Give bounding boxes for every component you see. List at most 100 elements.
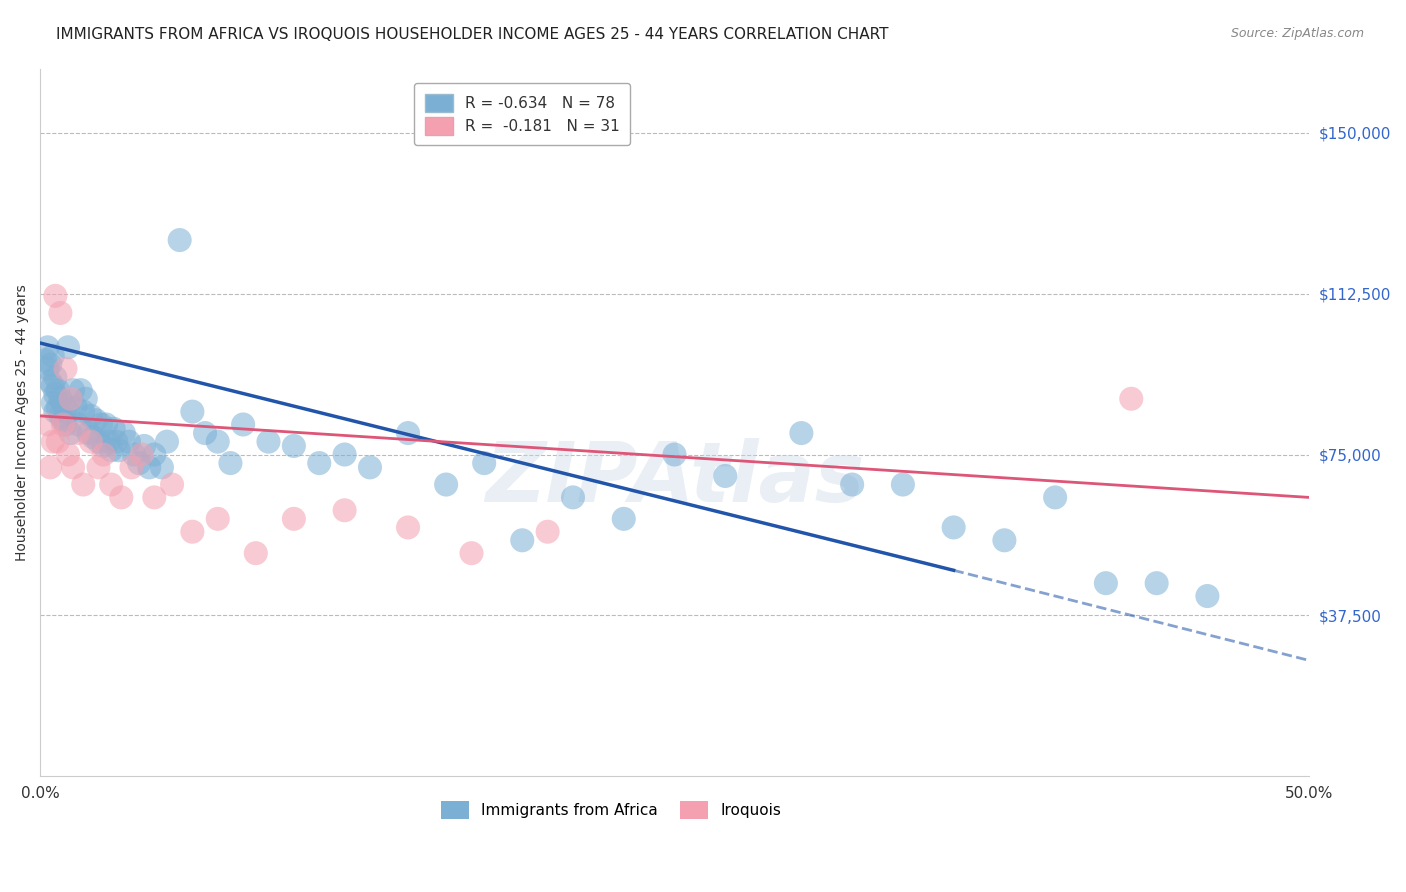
Point bbox=[613, 512, 636, 526]
Point bbox=[169, 233, 191, 247]
Point bbox=[460, 546, 482, 560]
Point bbox=[87, 434, 110, 449]
Point bbox=[841, 477, 863, 491]
Point bbox=[55, 361, 77, 376]
Point bbox=[46, 383, 69, 397]
Text: Source: ZipAtlas.com: Source: ZipAtlas.com bbox=[1230, 27, 1364, 40]
Point bbox=[59, 426, 82, 441]
Point bbox=[49, 306, 72, 320]
Point bbox=[122, 448, 145, 462]
Point bbox=[245, 546, 267, 560]
Point bbox=[72, 477, 94, 491]
Point bbox=[790, 426, 813, 441]
Point bbox=[333, 503, 356, 517]
Point bbox=[472, 456, 495, 470]
Point bbox=[1146, 576, 1168, 591]
Point bbox=[52, 417, 75, 432]
Point bbox=[55, 401, 77, 415]
Point bbox=[39, 358, 62, 372]
Point bbox=[37, 417, 59, 432]
Point bbox=[510, 533, 533, 548]
Y-axis label: Householder Income Ages 25 - 44 years: Householder Income Ages 25 - 44 years bbox=[15, 284, 30, 561]
Point bbox=[118, 434, 141, 449]
Point bbox=[100, 477, 122, 491]
Point bbox=[39, 460, 62, 475]
Point bbox=[80, 409, 103, 423]
Point bbox=[143, 448, 166, 462]
Point bbox=[93, 439, 115, 453]
Point bbox=[396, 426, 419, 441]
Point bbox=[1095, 576, 1118, 591]
Point bbox=[138, 460, 160, 475]
Point bbox=[131, 448, 153, 462]
Point bbox=[1043, 491, 1066, 505]
Point bbox=[103, 422, 125, 436]
Point bbox=[100, 443, 122, 458]
Point bbox=[150, 460, 173, 475]
Point bbox=[72, 404, 94, 418]
Point bbox=[121, 460, 143, 475]
Point bbox=[44, 404, 66, 418]
Point bbox=[46, 434, 69, 449]
Point bbox=[1121, 392, 1143, 406]
Point bbox=[67, 426, 90, 441]
Point bbox=[56, 404, 79, 418]
Point bbox=[207, 512, 229, 526]
Point bbox=[46, 401, 69, 415]
Point bbox=[110, 491, 132, 505]
Point bbox=[207, 434, 229, 449]
Point bbox=[112, 426, 135, 441]
Point bbox=[84, 413, 107, 427]
Point bbox=[257, 434, 280, 449]
Point bbox=[219, 456, 242, 470]
Point bbox=[77, 426, 100, 441]
Point bbox=[52, 396, 75, 410]
Point bbox=[56, 340, 79, 354]
Point bbox=[664, 448, 686, 462]
Point bbox=[62, 460, 84, 475]
Point bbox=[891, 477, 914, 491]
Point bbox=[39, 375, 62, 389]
Point bbox=[156, 434, 179, 449]
Point bbox=[67, 417, 90, 432]
Point bbox=[87, 460, 110, 475]
Legend: Immigrants from Africa, Iroquois: Immigrants from Africa, Iroquois bbox=[434, 796, 787, 825]
Point bbox=[97, 434, 120, 449]
Point bbox=[308, 456, 330, 470]
Point bbox=[714, 469, 737, 483]
Point bbox=[194, 426, 217, 441]
Point bbox=[82, 430, 104, 444]
Text: ZIPAtlas: ZIPAtlas bbox=[485, 439, 865, 519]
Point bbox=[134, 439, 156, 453]
Point bbox=[283, 512, 305, 526]
Point bbox=[56, 448, 79, 462]
Point bbox=[107, 443, 129, 458]
Point bbox=[128, 456, 150, 470]
Point bbox=[536, 524, 558, 539]
Point bbox=[65, 401, 87, 415]
Point bbox=[44, 387, 66, 401]
Point bbox=[80, 434, 103, 449]
Point bbox=[37, 361, 59, 376]
Point bbox=[105, 434, 128, 449]
Point bbox=[283, 439, 305, 453]
Point bbox=[37, 340, 59, 354]
Point bbox=[359, 460, 381, 475]
Point bbox=[34, 353, 56, 368]
Point bbox=[49, 409, 72, 423]
Point bbox=[42, 349, 65, 363]
Point bbox=[181, 524, 204, 539]
Point bbox=[49, 392, 72, 406]
Point bbox=[942, 520, 965, 534]
Point bbox=[52, 413, 75, 427]
Point bbox=[232, 417, 254, 432]
Point bbox=[42, 396, 65, 410]
Text: IMMIGRANTS FROM AFRICA VS IROQUOIS HOUSEHOLDER INCOME AGES 25 - 44 YEARS CORRELA: IMMIGRANTS FROM AFRICA VS IROQUOIS HOUSE… bbox=[56, 27, 889, 42]
Point bbox=[62, 383, 84, 397]
Point bbox=[434, 477, 457, 491]
Point bbox=[75, 392, 97, 406]
Point bbox=[993, 533, 1015, 548]
Point bbox=[1197, 589, 1219, 603]
Point bbox=[143, 491, 166, 505]
Point bbox=[44, 370, 66, 384]
